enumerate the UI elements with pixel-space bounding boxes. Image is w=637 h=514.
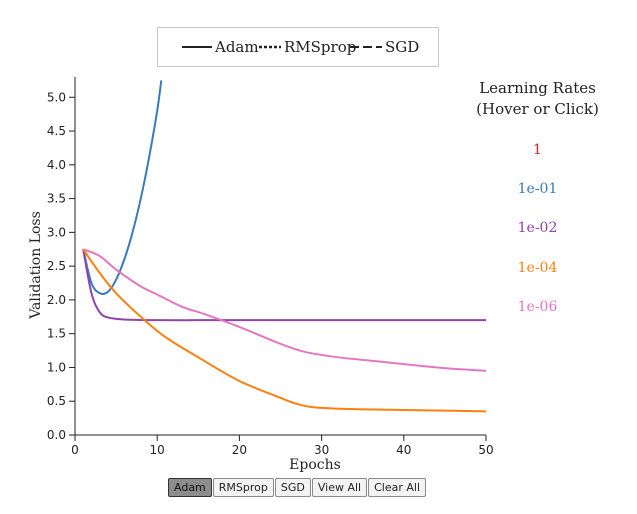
series-line-1e-06 bbox=[82, 248, 487, 372]
y-tick-label: 3.5 bbox=[47, 192, 66, 206]
x-tick-label: 0 bbox=[71, 443, 79, 457]
y-axis-label: Validation Loss bbox=[28, 211, 44, 320]
learning-rate-1e-04[interactable]: 1e-04 bbox=[517, 260, 558, 276]
y-tick-label: 2.0 bbox=[47, 293, 66, 307]
learning-rate-1e-02[interactable]: 1e-02 bbox=[517, 220, 558, 236]
x-tick-label: 10 bbox=[150, 443, 165, 457]
legend-label-adam: Adam bbox=[215, 38, 259, 56]
legend-item-rmsprop: RMSprop bbox=[259, 38, 356, 56]
x-tick-label: 40 bbox=[396, 443, 411, 457]
learning-rate-1e-06[interactable]: 1e-06 bbox=[517, 299, 558, 315]
view-all-button[interactable]: View All bbox=[311, 478, 368, 497]
y-tick-label: 0.5 bbox=[47, 394, 66, 408]
adam-button[interactable]: Adam bbox=[168, 478, 212, 497]
x-tick-label: 20 bbox=[232, 443, 247, 457]
series-line-1e-01 bbox=[82, 80, 163, 295]
dashed-line-icon bbox=[350, 46, 382, 48]
x-axis-label: Epochs bbox=[289, 457, 341, 473]
series-line-1e-02 bbox=[82, 249, 486, 322]
legend-label-sgd: SGD bbox=[385, 38, 420, 56]
y-tick-label: 2.5 bbox=[47, 259, 66, 273]
optimizer-legend: Adam RMSprop SGD bbox=[157, 27, 439, 67]
learning-rates-subtitle: (Hover or Click) bbox=[476, 100, 599, 118]
clear-all-button[interactable]: Clear All bbox=[368, 478, 427, 497]
y-tick-label: 3.0 bbox=[47, 225, 66, 239]
y-tick-label: 1.5 bbox=[47, 327, 66, 341]
y-tick-label: 5.0 bbox=[47, 90, 66, 104]
legend-item-sgd: SGD bbox=[350, 38, 419, 56]
learning-rate-1[interactable]: 1 bbox=[533, 142, 542, 158]
solid-line-icon bbox=[182, 46, 212, 48]
dotted-line-icon bbox=[259, 45, 281, 49]
y-tick-label: 4.5 bbox=[47, 124, 66, 138]
y-tick-label: 0.0 bbox=[47, 428, 66, 442]
learning-rates-title: Learning Rates bbox=[479, 79, 596, 97]
legend-label-rmsprop: RMSprop bbox=[284, 38, 357, 56]
learning-rate-1e-01[interactable]: 1e-01 bbox=[517, 181, 558, 197]
x-tick-label: 30 bbox=[314, 443, 329, 457]
optimizer-button-bar: Adam RMSprop SGD View All Clear All bbox=[168, 478, 427, 497]
x-tick-label: 50 bbox=[478, 443, 493, 457]
rmsprop-button[interactable]: RMSprop bbox=[212, 478, 274, 497]
y-tick-label: 4.0 bbox=[47, 158, 66, 172]
legend-item-adam: Adam bbox=[182, 38, 259, 56]
sgd-button[interactable]: SGD bbox=[274, 478, 311, 497]
series-line-1e-04 bbox=[82, 248, 487, 413]
y-tick-label: 1.0 bbox=[47, 360, 66, 374]
